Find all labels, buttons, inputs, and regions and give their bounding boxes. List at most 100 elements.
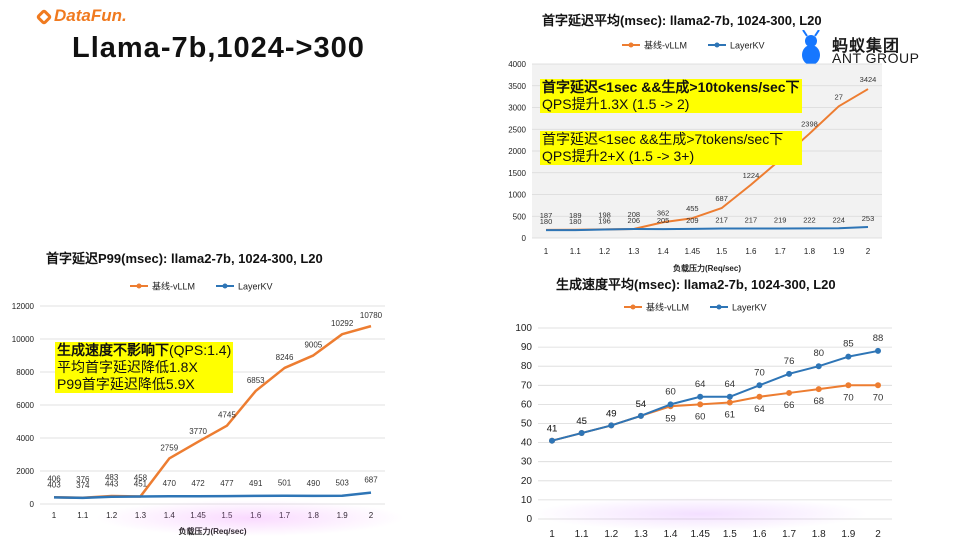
data-label: 458 [134, 473, 148, 482]
ant-brand-cn: 蚂蚁集团 [832, 38, 901, 55]
x-tick-label: 1.45 [685, 247, 701, 256]
y-tick-label: 1000 [508, 191, 526, 200]
y-tick-label: 0 [526, 514, 532, 525]
y-tick-label: 10 [521, 495, 533, 506]
data-label: 41 [547, 424, 558, 435]
x-tick-label: 1.1 [77, 511, 89, 520]
data-point [726, 399, 733, 406]
data-label: 41 [547, 424, 558, 435]
x-tick-label: 1.6 [753, 529, 767, 540]
x-tick-label: 1.1 [575, 529, 589, 540]
x-tick-label: 1 [544, 247, 549, 256]
data-label: 70 [873, 392, 884, 403]
data-point [697, 393, 704, 400]
y-tick-label: 3500 [508, 82, 526, 91]
data-label: 224 [832, 215, 845, 224]
data-label: 455 [686, 204, 699, 213]
top-callout-line3: 首字延迟<1sec &&生成>7tokens/sec下 [540, 131, 802, 148]
x-tick-label: 1.8 [804, 247, 816, 256]
x-tick-label: 1.8 [308, 511, 320, 520]
y-tick-label: 0 [30, 500, 35, 509]
x-tick-label: 1.2 [106, 511, 118, 520]
data-label: 70 [843, 392, 854, 403]
data-point [549, 437, 555, 444]
data-label: 3424 [860, 75, 877, 84]
data-point [815, 363, 822, 370]
left-callout-line2: 平均首字延迟降低1.8X [55, 359, 234, 376]
y-tick-label: 30 [521, 457, 533, 468]
y-tick-label: 4000 [508, 60, 526, 69]
gen-speed-chart: 0 10 20 30 40 50 60 70 80 90 100 1 1.1 1.2 1.3 1.4 1.45 1… [515, 302, 892, 540]
legend-label: 基线-vLLM [644, 40, 687, 51]
data-label: 490 [307, 479, 321, 488]
x-tick-label: 1.45 [690, 529, 710, 540]
x-tick-label: 1.3 [634, 529, 648, 540]
data-label: 9005 [304, 340, 322, 349]
data-label: 45 [576, 416, 587, 427]
data-label: 687 [715, 194, 728, 203]
top-callout-line4: QPS提升2+X (1.5 -> 3+) [540, 148, 802, 165]
data-label: 403 [47, 480, 61, 489]
data-label: 59 [665, 413, 676, 424]
p99-ttft-chart-title: 首字延迟P99(msec): llama2-7b, 1024-300, L20 [46, 251, 323, 266]
data-label: 180 [540, 217, 553, 226]
data-point [578, 430, 585, 437]
legend-label: LayerKV [732, 303, 767, 313]
x-tick-label: 1.7 [782, 529, 796, 540]
y-tick-label: 0 [522, 234, 527, 243]
x-tick-label: 1.4 [664, 529, 678, 540]
x-tick-label: 1.6 [745, 247, 757, 256]
data-label: 222 [803, 215, 816, 224]
data-label: 70 [754, 367, 765, 378]
x-tick-label: 2 [866, 247, 871, 256]
x-tick-label: 1.2 [604, 529, 618, 540]
data-label: 6853 [247, 376, 265, 385]
x-tick-label: 1.45 [190, 511, 206, 520]
left-callout-line1: 生成速度不影响下(QPS:1.4) [55, 342, 234, 359]
x-tick-label: 1 [52, 511, 57, 520]
y-tick-label: 20 [521, 476, 533, 487]
legend-marker [628, 42, 634, 48]
data-label: 491 [249, 479, 263, 488]
data-label: 88 [873, 333, 884, 344]
data-label: 85 [843, 339, 854, 350]
data-label: 61 [725, 409, 736, 420]
data-label: 206 [628, 216, 641, 225]
data-point [726, 393, 733, 400]
data-label: 60 [665, 386, 676, 397]
data-label: 217 [745, 216, 758, 225]
x-tick-label: 1.3 [628, 247, 640, 256]
y-tick-label: 12000 [12, 302, 35, 311]
data-label: 205 [657, 216, 670, 225]
legend-label: 基线-vLLM [646, 302, 689, 313]
data-label: 470 [163, 479, 177, 488]
data-label: 687 [364, 476, 378, 485]
x-tick-label: 2 [369, 511, 374, 520]
data-label: 45 [576, 416, 587, 427]
x-tick-label: 1.1 [570, 247, 582, 256]
y-tick-label: 3000 [508, 104, 526, 113]
y-tick-label: 2000 [508, 147, 526, 156]
data-label: 27 [835, 92, 843, 101]
data-label: 49 [606, 408, 617, 419]
data-point [875, 347, 881, 354]
data-label: 10780 [360, 311, 383, 320]
data-point [697, 401, 704, 408]
y-tick-label: 2000 [16, 467, 34, 476]
avg-ttft-chart-title: 首字延迟平均(msec): llama2-7b, 1024-300, L20 [542, 13, 822, 28]
data-label: 198 [598, 210, 611, 219]
data-label: 501 [278, 479, 292, 488]
gen-speed-chart-title: 生成速度平均(msec): llama2-7b, 1024-300, L20 [556, 277, 836, 292]
x-tick-label: 1.4 [164, 511, 176, 520]
top-callout-line1: 首字延迟<1sec &&生成>10tokens/sec下 [540, 79, 802, 96]
data-label: 76 [784, 356, 795, 367]
data-label: 8246 [276, 353, 294, 362]
x-tick-label: 1.9 [833, 247, 845, 256]
series-line [551, 384, 878, 442]
x-tick-label: 1.9 [841, 529, 855, 540]
left-callout: 生成速度不影响下(QPS:1.4) 平均首字延迟降低1.8X P99首字延迟降低… [55, 342, 234, 393]
y-tick-label: 40 [521, 438, 533, 449]
legend-label: 基线-vLLM [152, 281, 195, 292]
ant-logo-icon [802, 30, 820, 65]
data-label: 2759 [160, 443, 178, 452]
